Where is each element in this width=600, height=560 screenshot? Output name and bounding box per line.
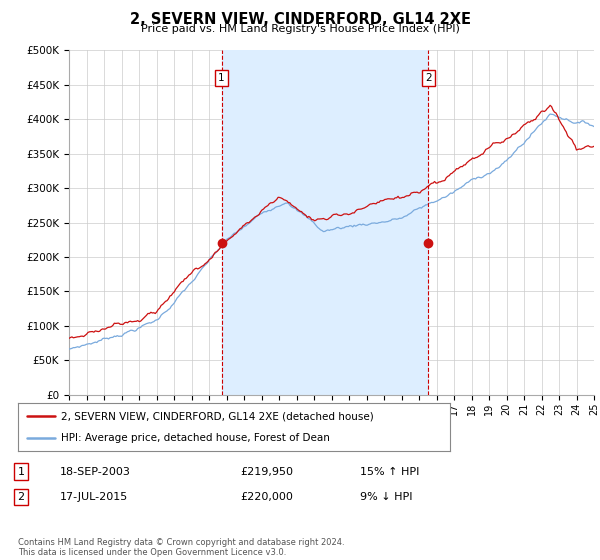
Text: 1: 1 (218, 73, 225, 83)
Text: HPI: Average price, detached house, Forest of Dean: HPI: Average price, detached house, Fore… (61, 433, 330, 443)
Text: £220,000: £220,000 (240, 492, 293, 502)
Text: 2, SEVERN VIEW, CINDERFORD, GL14 2XE: 2, SEVERN VIEW, CINDERFORD, GL14 2XE (130, 12, 470, 27)
Text: 15% ↑ HPI: 15% ↑ HPI (360, 466, 419, 477)
Text: Contains HM Land Registry data © Crown copyright and database right 2024.
This d: Contains HM Land Registry data © Crown c… (18, 538, 344, 557)
Text: 2: 2 (425, 73, 432, 83)
Text: 18-SEP-2003: 18-SEP-2003 (60, 466, 131, 477)
Text: 9% ↓ HPI: 9% ↓ HPI (360, 492, 413, 502)
Bar (221, 50, 428, 395)
Text: 2, SEVERN VIEW, CINDERFORD, GL14 2XE (detached house): 2, SEVERN VIEW, CINDERFORD, GL14 2XE (de… (61, 411, 374, 421)
Text: Price paid vs. HM Land Registry's House Price Index (HPI): Price paid vs. HM Land Registry's House … (140, 24, 460, 34)
Text: 1: 1 (17, 466, 25, 477)
Text: 2: 2 (17, 492, 25, 502)
Text: £219,950: £219,950 (240, 466, 293, 477)
Text: 17-JUL-2015: 17-JUL-2015 (60, 492, 128, 502)
